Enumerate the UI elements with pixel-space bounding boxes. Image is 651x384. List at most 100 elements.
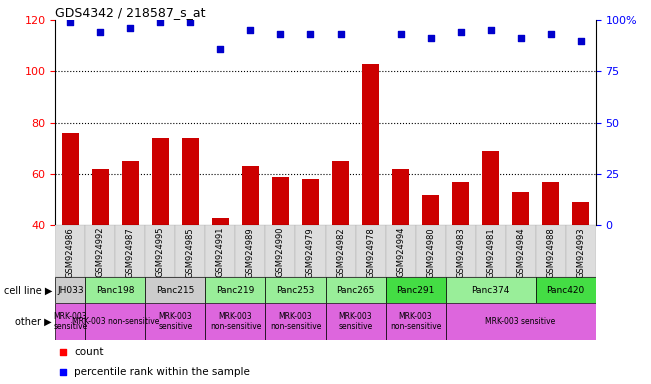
Bar	[212, 218, 229, 225]
Bar	[506, 225, 536, 277]
Text: cell line ▶: cell line ▶	[4, 285, 52, 295]
Point	[155, 19, 165, 25]
Point	[95, 29, 105, 35]
Bar	[326, 303, 385, 340]
Text: MRK-003
non-sensitive: MRK-003 non-sensitive	[270, 312, 321, 331]
Text: MRK-003
sensitive: MRK-003 sensitive	[53, 312, 87, 331]
Bar	[512, 192, 529, 225]
Text: Panc198: Panc198	[96, 286, 135, 295]
Text: MRK-003 sensitive: MRK-003 sensitive	[486, 317, 556, 326]
Point	[305, 31, 316, 37]
Point	[65, 19, 76, 25]
Bar	[242, 166, 258, 225]
Text: Panc374: Panc374	[471, 286, 510, 295]
Bar	[55, 277, 85, 303]
Bar	[572, 202, 589, 225]
Bar	[326, 225, 355, 277]
Text: GSM924993: GSM924993	[576, 227, 585, 278]
Bar	[62, 133, 79, 225]
Text: MRK-003
sensitive: MRK-003 sensitive	[158, 312, 193, 331]
Text: GSM924989: GSM924989	[246, 227, 255, 278]
Bar	[145, 303, 206, 340]
Bar	[122, 161, 139, 225]
Bar	[326, 277, 385, 303]
Bar	[236, 225, 266, 277]
Text: GSM924986: GSM924986	[66, 227, 75, 278]
Bar	[85, 303, 145, 340]
Point	[275, 31, 286, 37]
Text: Panc215: Panc215	[156, 286, 195, 295]
Text: Panc420: Panc420	[547, 286, 585, 295]
Bar	[206, 277, 266, 303]
Bar	[55, 303, 85, 340]
Bar	[296, 225, 326, 277]
Bar	[566, 225, 596, 277]
Point	[516, 35, 526, 41]
Text: count: count	[74, 347, 104, 357]
Point	[456, 29, 466, 35]
Text: GSM924978: GSM924978	[366, 227, 375, 278]
Point	[215, 46, 226, 52]
Text: GSM924987: GSM924987	[126, 227, 135, 278]
Bar	[476, 225, 506, 277]
Bar	[385, 277, 445, 303]
Bar	[302, 179, 319, 225]
Bar	[115, 225, 145, 277]
Bar	[445, 277, 536, 303]
Text: MRK-003
sensitive: MRK-003 sensitive	[339, 312, 372, 331]
Text: GSM924991: GSM924991	[216, 227, 225, 278]
Text: GSM924995: GSM924995	[156, 227, 165, 278]
Bar	[536, 277, 596, 303]
Text: MRK-003
non-sensitive: MRK-003 non-sensitive	[390, 312, 441, 331]
Text: GDS4342 / 218587_s_at: GDS4342 / 218587_s_at	[55, 6, 206, 19]
Point	[245, 27, 256, 33]
Bar	[206, 225, 236, 277]
Point	[58, 369, 68, 375]
Text: MRK-003 non-sensitive: MRK-003 non-sensitive	[72, 317, 159, 326]
Text: other ▶: other ▶	[16, 316, 52, 327]
Text: GSM924984: GSM924984	[516, 227, 525, 278]
Bar	[385, 225, 415, 277]
Point	[395, 31, 406, 37]
Text: MRK-003
non-sensitive: MRK-003 non-sensitive	[210, 312, 261, 331]
Bar	[542, 182, 559, 225]
Bar	[422, 195, 439, 225]
Text: GSM924983: GSM924983	[456, 227, 465, 278]
Bar	[85, 225, 115, 277]
Point	[425, 35, 436, 41]
Bar	[145, 225, 175, 277]
Text: GSM924990: GSM924990	[276, 227, 285, 278]
Text: GSM924982: GSM924982	[336, 227, 345, 278]
Point	[186, 19, 196, 25]
Bar	[536, 225, 566, 277]
Bar	[355, 225, 385, 277]
Text: GSM924992: GSM924992	[96, 227, 105, 278]
Bar	[385, 303, 445, 340]
Text: GSM924994: GSM924994	[396, 227, 405, 278]
Point	[58, 349, 68, 355]
Text: JH033: JH033	[57, 286, 84, 295]
Text: GSM924981: GSM924981	[486, 227, 495, 278]
Point	[546, 31, 556, 37]
Text: GSM924980: GSM924980	[426, 227, 435, 278]
Bar	[272, 177, 289, 225]
Bar	[55, 225, 85, 277]
Bar	[393, 169, 409, 225]
Bar	[175, 225, 206, 277]
Bar	[85, 277, 145, 303]
Point	[575, 37, 586, 43]
Text: percentile rank within the sample: percentile rank within the sample	[74, 367, 250, 377]
Bar	[452, 182, 469, 225]
Point	[365, 11, 376, 17]
Point	[486, 27, 496, 33]
Text: Panc219: Panc219	[216, 286, 255, 295]
Bar	[182, 138, 199, 225]
Bar	[206, 303, 266, 340]
Bar	[445, 225, 476, 277]
Bar	[362, 64, 379, 225]
Point	[125, 25, 135, 31]
Bar	[145, 277, 206, 303]
Bar	[332, 161, 349, 225]
Bar	[266, 225, 296, 277]
Bar	[415, 225, 445, 277]
